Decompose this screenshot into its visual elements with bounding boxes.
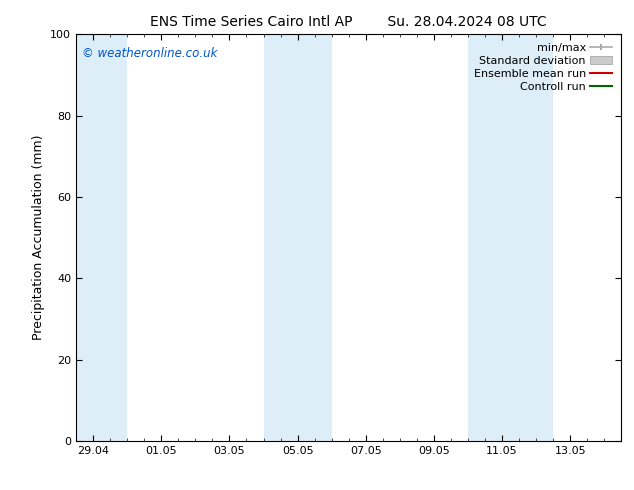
Legend: min/max, Standard deviation, Ensemble mean run, Controll run: min/max, Standard deviation, Ensemble me…: [470, 40, 616, 95]
Title: ENS Time Series Cairo Intl AP        Su. 28.04.2024 08 UTC: ENS Time Series Cairo Intl AP Su. 28.04.…: [150, 15, 547, 29]
Y-axis label: Precipitation Accumulation (mm): Precipitation Accumulation (mm): [32, 135, 44, 341]
Bar: [468, 34, 553, 441]
Text: © weatheronline.co.uk: © weatheronline.co.uk: [82, 47, 217, 59]
Bar: [76, 34, 127, 441]
Bar: [264, 34, 332, 441]
